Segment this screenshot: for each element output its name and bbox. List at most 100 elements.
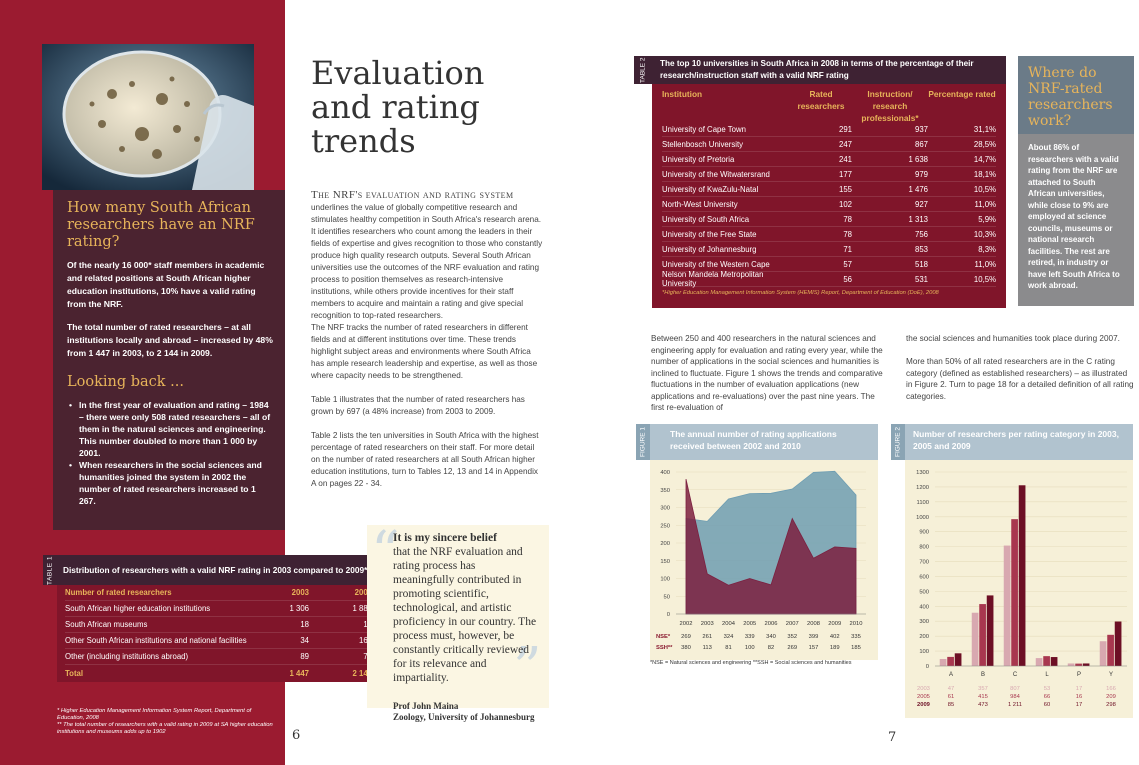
data-label: 166 (1106, 686, 1116, 692)
y-tick-label: 300 (660, 506, 670, 512)
table-cell: 34 (300, 636, 309, 645)
data-label: 16 (1076, 694, 1082, 700)
y-tick-label: 0 (926, 664, 929, 670)
data-label: 82 (768, 645, 774, 651)
x-tick-label: 2005 (743, 621, 756, 627)
table-row: Other South African institutions and nat… (65, 633, 372, 649)
data-label: 60 (1044, 702, 1050, 708)
bar-A-2009 (954, 653, 962, 666)
x-tick-label: A (949, 672, 953, 678)
bar-B-2009 (986, 595, 994, 666)
body-paragraph: Table 2 lists the ten universities in So… (311, 431, 539, 488)
pull-quote: “ ” It is my sincere belief that the NRF… (367, 525, 549, 722)
data-label: 324 (724, 634, 734, 640)
series-row-label: 2005 (917, 694, 930, 700)
table-cell: 18 (300, 620, 309, 629)
table2-tab-label: TABLE 2 (634, 56, 652, 84)
y-tick-label: 600 (919, 574, 929, 580)
table2-rows: University of Cape Town 291 937 31,1% Stelle… (662, 122, 996, 288)
bar-L-2005 (1043, 656, 1050, 666)
y-tick-label: 1000 (916, 515, 929, 521)
figure1-footnote: *NSE = Natural sciences and engineering … (650, 660, 852, 666)
x-tick-label: 2007 (786, 621, 799, 627)
table-cell: 531 (914, 274, 928, 284)
data-label: 1 211 (1008, 702, 1022, 708)
data-label: 157 (809, 645, 819, 651)
bar-Y-2003 (1099, 641, 1107, 666)
table-cell: 18,1% (973, 169, 996, 179)
figure2-svg: 0 100 200 300 400 500 600 700 800 900 1000 1100 1200… (916, 470, 1127, 708)
table-cell: 177 (838, 169, 852, 179)
table-cell: 168 (358, 636, 372, 645)
table-cell: 11,0% (974, 259, 996, 269)
table-cell: 14,7% (973, 154, 996, 164)
table-cell: 1 476 (908, 184, 928, 194)
y-tick-label: 400 (919, 604, 929, 610)
table-cell: University of the Witwatersrand (662, 169, 770, 179)
list-item: In the first year of evaluation and rati… (67, 399, 273, 459)
table-cell: 102 (838, 199, 852, 209)
body-paragraph: More than 50% of all rated researchers a… (906, 357, 1134, 401)
table-cell: University of Johannesburg (662, 244, 757, 254)
list-item: When researchers in the social sciences … (67, 459, 273, 507)
x-tick-label: B (981, 672, 985, 678)
bar-P-2009 (1082, 663, 1090, 666)
table-row: University of Cape Town 291 937 31,1% (662, 122, 996, 137)
table-cell: 1 447 (289, 668, 309, 678)
bar-P-2005 (1075, 663, 1082, 666)
series-row-label: 2009 (917, 702, 931, 708)
data-label: 269 (681, 634, 691, 640)
y-tick-label: 50 (664, 594, 670, 600)
table-cell: 74 (309, 652, 372, 661)
column-header: Number of rated researchers (65, 588, 172, 597)
bar-B-2005 (979, 604, 986, 666)
intro-lead: The NRF's evaluation and rating system (311, 189, 514, 201)
bar-C-2003 (1003, 545, 1011, 666)
intro-body: underlines the value of globally competi… (311, 203, 543, 320)
y-tick-label: 1100 (917, 500, 929, 506)
data-label: 47 (948, 686, 954, 692)
data-label: 185 (851, 645, 861, 651)
petri-dish-illustration (42, 44, 254, 190)
y-tick-label: 700 (919, 560, 929, 566)
petri-dish-photo (42, 44, 254, 190)
table-row: South African higher education instituti… (65, 601, 372, 617)
table-row: Nelson Mandela Metropolitan University 56… (662, 270, 996, 288)
data-label: 85 (948, 702, 954, 708)
column-header: Institution (662, 89, 703, 99)
data-label: 399 (809, 634, 819, 640)
table-cell: 937 (914, 124, 928, 134)
table-cell: 31,1% (973, 124, 996, 134)
table1-tab-label: TABLE 1 (43, 555, 57, 585)
x-tick-label: Y (1109, 672, 1113, 678)
data-label: 473 (978, 702, 988, 708)
table-row: University of the Free State 78 756 10,3% (662, 227, 996, 242)
body-text: The NRF tracks the number of rated resea… (311, 322, 543, 490)
data-label: 352 (787, 634, 797, 640)
x-tick-label: 2003 (701, 621, 714, 627)
table-row: Stellenbosch University 247 867 28,5% (662, 137, 996, 152)
table-cell: University of the Free State (662, 229, 757, 239)
table-cell: 979 (914, 169, 928, 179)
table-cell: 10,3% (973, 229, 996, 239)
right-text-column-1: Between 250 and 400 researchers in the n… (651, 333, 889, 414)
column-header: Percentage rated (928, 89, 996, 99)
quote-author-name: Prof John Maina (393, 701, 459, 711)
table-cell: North-West University (662, 199, 738, 209)
bar-A-2005 (947, 656, 954, 666)
table-row: Other (including institutions abroad) 89… (65, 649, 372, 665)
data-label: 261 (702, 634, 712, 640)
column-header: Instruction/ research professionals* (861, 89, 919, 123)
series-row-label: 2003 (917, 686, 930, 692)
y-tick-label: 400 (660, 470, 670, 476)
table-cell: 10,5% (973, 184, 996, 194)
data-label: 17 (1076, 702, 1082, 708)
table-cell: Stellenbosch University (662, 139, 744, 149)
body-paragraph: the social sciences and humanities took … (906, 334, 1120, 343)
data-label: 984 (1010, 694, 1020, 700)
table-row: University of the Witwatersrand 177 979 18,… (662, 167, 996, 182)
bar-A-2003 (939, 658, 947, 666)
table-cell: Nelson Mandela Metropolitan University (662, 270, 764, 288)
y-tick-label: 250 (660, 523, 670, 529)
quote-lead: It is my sincere belief (393, 532, 497, 544)
